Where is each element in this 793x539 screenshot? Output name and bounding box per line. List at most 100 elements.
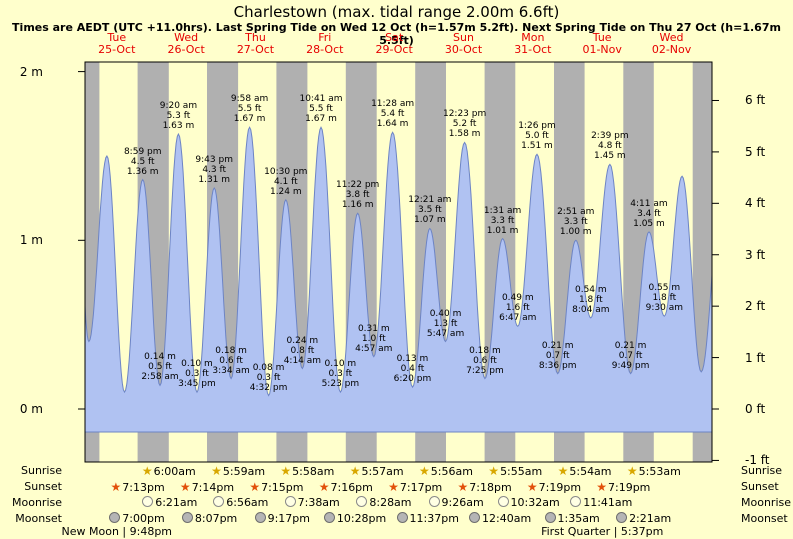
tide-label-line: 6:20 pm bbox=[393, 374, 432, 385]
sunset-star-icon: ★ bbox=[457, 480, 469, 494]
sunrise-star-icon: ★ bbox=[488, 464, 500, 478]
astro-time: 10:28pm bbox=[336, 512, 387, 525]
tide-label-line: 2:58 am bbox=[141, 372, 179, 383]
tide-label-line: 0.3 ft bbox=[185, 369, 209, 380]
day-date: 31-Oct bbox=[514, 43, 552, 56]
moonrise-entry: 11:41am bbox=[566, 496, 636, 510]
sunset-star-icon: ★ bbox=[179, 480, 191, 494]
tide-label-high: 12:23 pm 5.2 ft 1.58 m bbox=[435, 109, 495, 139]
astro-time: 7:15pm bbox=[261, 481, 304, 494]
tide-label-line: 0.55 m bbox=[648, 283, 681, 294]
tide-label-low: 0.10 m 0.3 ft 3:45 pm bbox=[167, 359, 227, 389]
tide-label-line: 5:47 am bbox=[426, 328, 465, 339]
tide-label-line: 1.6 ft bbox=[505, 303, 530, 314]
tide-label-line: 8:04 am bbox=[572, 304, 610, 315]
tide-label-line: 9:30 am bbox=[645, 303, 683, 314]
moonset-entry: 12:40am bbox=[465, 512, 535, 526]
tide-label-line: 0.54 m bbox=[574, 284, 607, 295]
astro-time: 5:54am bbox=[569, 465, 612, 478]
tide-label-line: 12:23 pm bbox=[442, 109, 487, 120]
day-date: 30-Oct bbox=[444, 43, 483, 56]
astro-time: 7:13pm bbox=[122, 481, 165, 494]
tide-label-low: 0.24 m 0.8 ft 4:14 am bbox=[272, 336, 332, 366]
y-axis-label-right: 6 ft bbox=[745, 93, 766, 108]
tide-label-low: 0.40 m 1.3 ft 5:47 am bbox=[416, 309, 476, 339]
tide-label-line: 0.21 m bbox=[614, 340, 647, 351]
sunset-star-icon: ★ bbox=[388, 480, 399, 494]
y-axis-label-right: 4 ft bbox=[745, 196, 766, 211]
tide-label-line: 0.5 ft bbox=[148, 362, 172, 373]
moonset-icon bbox=[396, 512, 408, 523]
sunrise-entry: ★5:59am bbox=[203, 464, 273, 479]
tide-label-line: 1.67 m bbox=[233, 114, 266, 125]
sunset-entry: ★7:13pm bbox=[103, 480, 173, 495]
y-axis-label-left: 0 m bbox=[19, 402, 43, 416]
day-date: 29-Oct bbox=[375, 43, 413, 56]
tide-label-line: 0.40 m bbox=[429, 308, 462, 319]
moonset-entry: 9:17pm bbox=[247, 512, 317, 526]
day-weekday: Mon bbox=[521, 31, 545, 44]
astro-time: 1:35am bbox=[557, 512, 600, 525]
sunrise-entry: ★5:57am bbox=[342, 464, 412, 479]
y-axis-label-right: 5 ft bbox=[745, 144, 766, 159]
astro-time: 7:17pm bbox=[399, 481, 443, 494]
astro-time: 7:19pm bbox=[538, 481, 582, 494]
tide-label-line: 1.0 ft bbox=[361, 333, 386, 344]
tide-label-line: 0.18 m bbox=[469, 345, 501, 356]
tide-label-line: 1.58 m bbox=[448, 129, 481, 140]
tide-label-high: 10:30 pm 4.1 ft 1.24 m bbox=[256, 167, 316, 197]
day-weekday: Fri bbox=[318, 31, 332, 44]
tide-label-line: 4:57 am bbox=[355, 343, 393, 354]
tide-label-line: 3.4 ft bbox=[637, 208, 661, 219]
day-date: 01-Nov bbox=[582, 43, 622, 56]
astro-row-label-left-sunrise: Sunrise bbox=[20, 464, 62, 477]
tide-label-line: 5.5 ft bbox=[237, 104, 262, 115]
day-date: 25-Oct bbox=[98, 43, 136, 56]
tide-label-line: 11:28 am bbox=[371, 99, 415, 110]
tide-label-high: 1:26 pm 5.0 ft 1.51 m bbox=[507, 121, 567, 151]
sunrise-entry: ★5:53am bbox=[619, 464, 689, 479]
moonset-icon bbox=[181, 512, 193, 523]
tide-label-low: 0.18 m 0.6 ft 3:34 am bbox=[201, 346, 261, 376]
moonset-entry: 2:21am bbox=[609, 512, 679, 526]
tide-label-line: 0.18 m bbox=[215, 345, 247, 356]
day-date: 27-Oct bbox=[236, 43, 275, 56]
tide-label-line: 0.24 m bbox=[286, 335, 319, 346]
tide-label-line: 0.8 ft bbox=[290, 345, 315, 356]
tide-label-low: 0.21 m 0.7 ft 9:49 pm bbox=[601, 341, 661, 371]
tide-label-low: 0.10 m 0.3 ft 5:23 pm bbox=[310, 359, 370, 389]
astro-time: 7:19pm bbox=[608, 481, 651, 494]
astro-time: 9:26am bbox=[441, 496, 484, 509]
astro-row-label-right-moonset: Moonset bbox=[741, 512, 788, 525]
astro-time: 8:07pm bbox=[194, 512, 238, 525]
moonset-entry: 11:37pm bbox=[393, 512, 463, 526]
astro-row-label-left-moonrise: Moonrise bbox=[12, 496, 62, 509]
astro-time: 7:38am bbox=[297, 496, 340, 509]
day-weekday: Thu bbox=[245, 31, 266, 44]
astro-time: 5:53am bbox=[638, 465, 681, 478]
astro-time: 5:56am bbox=[430, 465, 473, 478]
tide-label-line: 0.13 m bbox=[396, 354, 429, 365]
astro-time: 7:16pm bbox=[330, 481, 373, 494]
tide-label-line: 1:26 pm bbox=[518, 121, 556, 132]
page-title: Charlestown (max. tidal range 2.00m 6.6f… bbox=[233, 3, 560, 21]
day-weekday: Tue bbox=[107, 31, 127, 44]
moonset-icon bbox=[469, 512, 481, 523]
tide-label-line: 0.21 m bbox=[541, 340, 574, 351]
tide-label-high: 8:59 pm 4.5 ft 1.36 m bbox=[113, 147, 173, 177]
tide-label-line: 2:51 am bbox=[557, 207, 595, 218]
y-axis-label-right: 1 ft bbox=[745, 350, 766, 365]
tide-label-line: 0.49 m bbox=[501, 293, 534, 304]
tide-label-line: 10:41 am bbox=[299, 94, 343, 105]
tide-label-line: 9:43 pm bbox=[195, 155, 233, 165]
tide-label-line: 1.01 m bbox=[486, 225, 519, 236]
tide-label-line: 4.8 ft bbox=[598, 141, 622, 152]
sunrise-entry: ★6:00am bbox=[134, 464, 204, 479]
day-date: 02-Nov bbox=[651, 43, 692, 56]
tide-label-high: 9:43 pm 4.3 ft 1.31 m bbox=[184, 155, 244, 185]
tide-label-line: 4.5 ft bbox=[130, 156, 155, 167]
plot-border bbox=[84, 61, 713, 463]
sunset-entry: ★7:19pm bbox=[588, 480, 658, 495]
tide-label-low: 0.08 m 0.3 ft 4:32 pm bbox=[239, 363, 299, 393]
